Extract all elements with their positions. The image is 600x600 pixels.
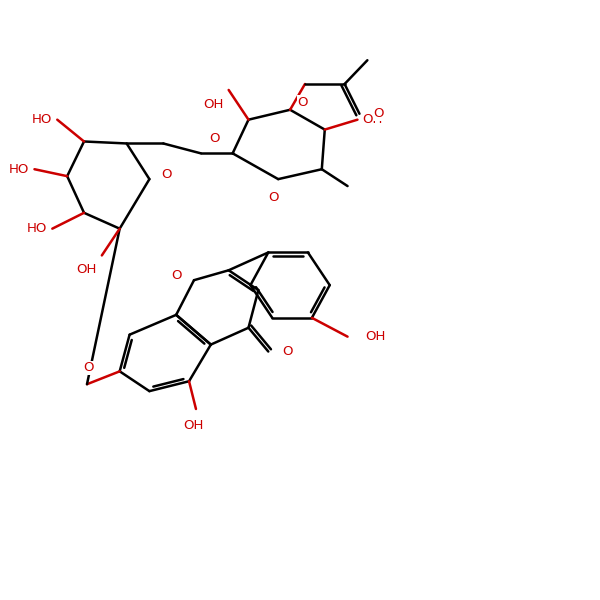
Text: O: O [268, 191, 278, 204]
Text: OH: OH [77, 263, 97, 277]
Text: OH: OH [365, 330, 386, 343]
Text: O: O [298, 96, 308, 109]
Text: HO: HO [27, 222, 47, 235]
Text: O: O [84, 361, 94, 374]
Text: HO: HO [32, 113, 52, 126]
Text: HO: HO [9, 163, 29, 176]
Text: O: O [161, 167, 172, 181]
Text: O: O [373, 107, 384, 120]
Text: OH: OH [183, 419, 203, 432]
Text: O: O [282, 345, 293, 358]
Text: OH: OH [203, 98, 224, 111]
Text: O: O [209, 133, 220, 145]
Text: OH: OH [362, 113, 383, 126]
Text: O: O [172, 269, 182, 282]
